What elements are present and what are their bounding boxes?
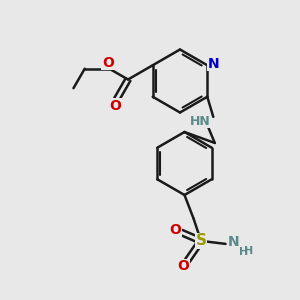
Text: O: O <box>102 56 114 70</box>
Text: S: S <box>196 233 206 248</box>
Text: O: O <box>177 260 189 273</box>
Text: O: O <box>169 223 181 236</box>
Text: O: O <box>110 99 121 112</box>
Text: N: N <box>228 236 240 249</box>
Text: H: H <box>244 246 253 256</box>
Text: HN: HN <box>190 115 211 128</box>
Text: N: N <box>208 57 220 71</box>
Text: H: H <box>239 247 248 257</box>
